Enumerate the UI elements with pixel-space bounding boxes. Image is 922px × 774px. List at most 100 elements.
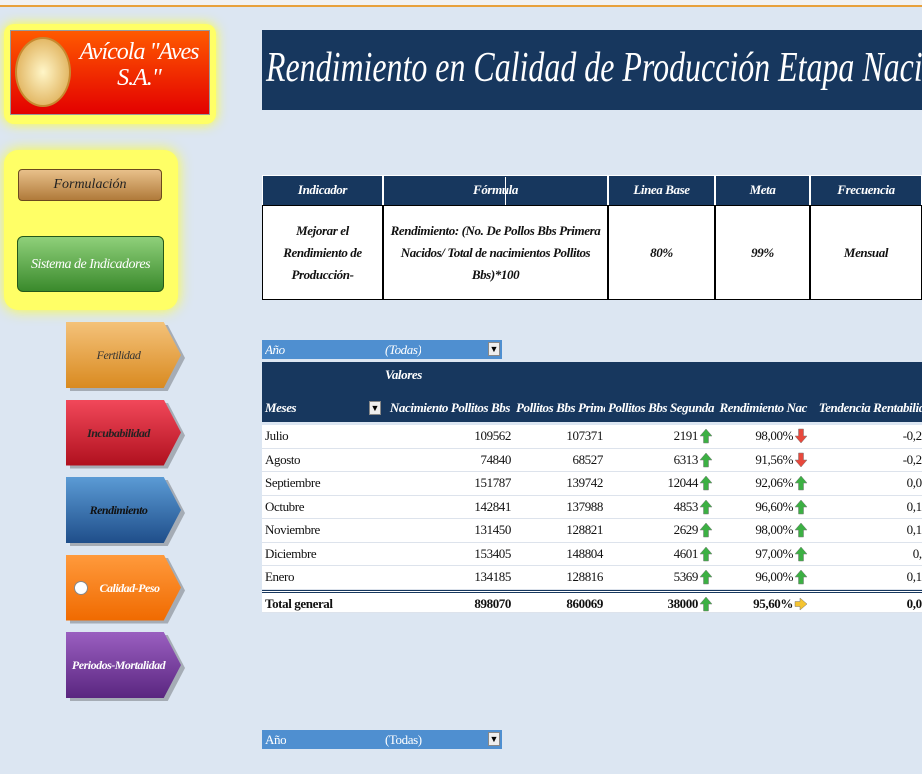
trend-icon	[794, 499, 808, 515]
table-cell: 153405	[380, 543, 513, 565]
table-cell: 0,1804	[810, 496, 922, 518]
column-header: Nacimiento Pollitos Bbs	[380, 398, 513, 418]
table-cell: Mensual	[810, 205, 922, 300]
table-cell: 131450	[380, 519, 513, 541]
table-cell: Enero	[262, 566, 380, 588]
arrow	[700, 597, 712, 611]
total-row: Total general8980708600693800095,60%0,00…	[262, 590, 922, 614]
arrow	[700, 476, 712, 490]
table-cell: Mejorar el Rendimiento de Producción-	[262, 205, 383, 300]
table-cell: 109562	[380, 425, 513, 447]
table-header: Meta	[715, 175, 810, 205]
trend-icon	[794, 596, 808, 612]
filter-label: Año	[265, 340, 285, 359]
table-cell: 151787	[380, 472, 513, 494]
table-cell: 860069	[513, 593, 605, 615]
arrow	[700, 500, 712, 514]
column-filter-button[interactable]: ▼	[369, 401, 381, 415]
arrow	[795, 429, 807, 443]
trend-icon	[794, 546, 808, 562]
table-cell: 0,1072	[810, 519, 922, 541]
table-cell: -0,2540	[810, 449, 922, 471]
screen: Avícola "Aves S.A." Formulación Sistema de…	[0, 0, 922, 774]
arrow	[795, 547, 807, 561]
nav-button[interactable]: Rendimiento	[66, 477, 181, 543]
arrow	[795, 570, 807, 584]
logo-text: Avícola "Aves S.A."	[69, 39, 209, 91]
table-cell: 107371	[513, 425, 605, 447]
trend-icon	[699, 546, 713, 562]
table-cell: Septiembre	[262, 472, 380, 494]
table-cell: Agosto	[262, 449, 380, 471]
table-header: Fórmula	[383, 175, 608, 205]
filter-value: (Todas)	[385, 730, 422, 749]
table-cell: 0,1804	[810, 566, 922, 588]
trend-icon	[699, 596, 713, 612]
data-row: Agosto7484068527631391,56%-0,2540	[262, 449, 922, 473]
column-header: Pollitos Bbs Primera	[513, 398, 605, 418]
arrow	[795, 476, 807, 490]
table-cell: 0,0779	[810, 472, 922, 494]
filter-value: (Todas)	[385, 340, 421, 359]
pivot-filter	[262, 340, 502, 359]
trend-icon	[794, 569, 808, 585]
table-cell: Diciembre	[262, 543, 380, 565]
table-cell: -0,2913	[810, 425, 922, 447]
menu-button[interactable]: Sistema de Indicadores	[17, 236, 164, 292]
arrow	[700, 570, 712, 584]
table-cell: 898070	[380, 593, 513, 615]
nav-button[interactable]: Incubabilidad	[66, 400, 181, 466]
arrow	[700, 453, 712, 467]
nav-button[interactable]: Calidad-Peso	[66, 555, 181, 621]
table-cell: Total general	[262, 593, 380, 615]
pivot-filter	[262, 730, 502, 749]
filter-label: Año	[265, 730, 286, 749]
table-cell: Julio	[262, 425, 380, 447]
trend-icon	[699, 522, 713, 538]
table-cell: Noviembre	[262, 519, 380, 541]
filter-dropdown[interactable]: ▼	[488, 342, 500, 356]
trend-icon	[794, 522, 808, 538]
table-cell: 0,034	[810, 543, 922, 565]
column-header: Rendimiento Nac	[715, 398, 810, 418]
arrow	[795, 500, 807, 514]
arrow	[795, 598, 807, 610]
nav-button[interactable]: Periodos-Mortalidad	[66, 632, 181, 698]
arrow	[795, 453, 807, 467]
table-cell: 142841	[380, 496, 513, 518]
table-cell: Rendimiento: (No. De Pollos Bbs Primera …	[383, 205, 608, 300]
arrow	[700, 523, 712, 537]
table-divider	[505, 177, 506, 205]
table-cell: 128821	[513, 519, 605, 541]
arrow	[700, 429, 712, 443]
trend-icon	[699, 569, 713, 585]
data-row: Julio109562107371219198,00%-0,2913	[262, 425, 922, 449]
nav-button[interactable]: Fertilidad	[66, 322, 181, 388]
page-title: Rendimiento en Calidad de Producción Eta…	[266, 44, 922, 92]
title-banner: Rendimiento en Calidad de Producción Eta…	[262, 30, 922, 110]
trend-icon	[699, 499, 713, 515]
menu-button[interactable]: Formulación	[18, 169, 162, 201]
trend-icon	[794, 475, 808, 491]
table-cell: 80%	[608, 205, 715, 300]
column-header: Tendencia Rentabilidad	[810, 398, 922, 418]
table-cell: 99%	[715, 205, 810, 300]
values-label: Valores	[385, 366, 422, 384]
table-cell: 128816	[513, 566, 605, 588]
table-cell: 134185	[380, 566, 513, 588]
table-cell: 68527	[513, 449, 605, 471]
radio	[74, 581, 88, 595]
table-cell: 148804	[513, 543, 605, 565]
trend-icon	[699, 452, 713, 468]
table-cell: 139742	[513, 472, 605, 494]
arrow	[795, 523, 807, 537]
table-header: Indicador	[262, 175, 383, 205]
trend-icon	[794, 452, 808, 468]
sheet-header-strip	[0, 0, 922, 7]
filter-dropdown[interactable]: ▼	[488, 732, 500, 746]
logo: Avícola "Aves S.A."	[10, 30, 210, 115]
